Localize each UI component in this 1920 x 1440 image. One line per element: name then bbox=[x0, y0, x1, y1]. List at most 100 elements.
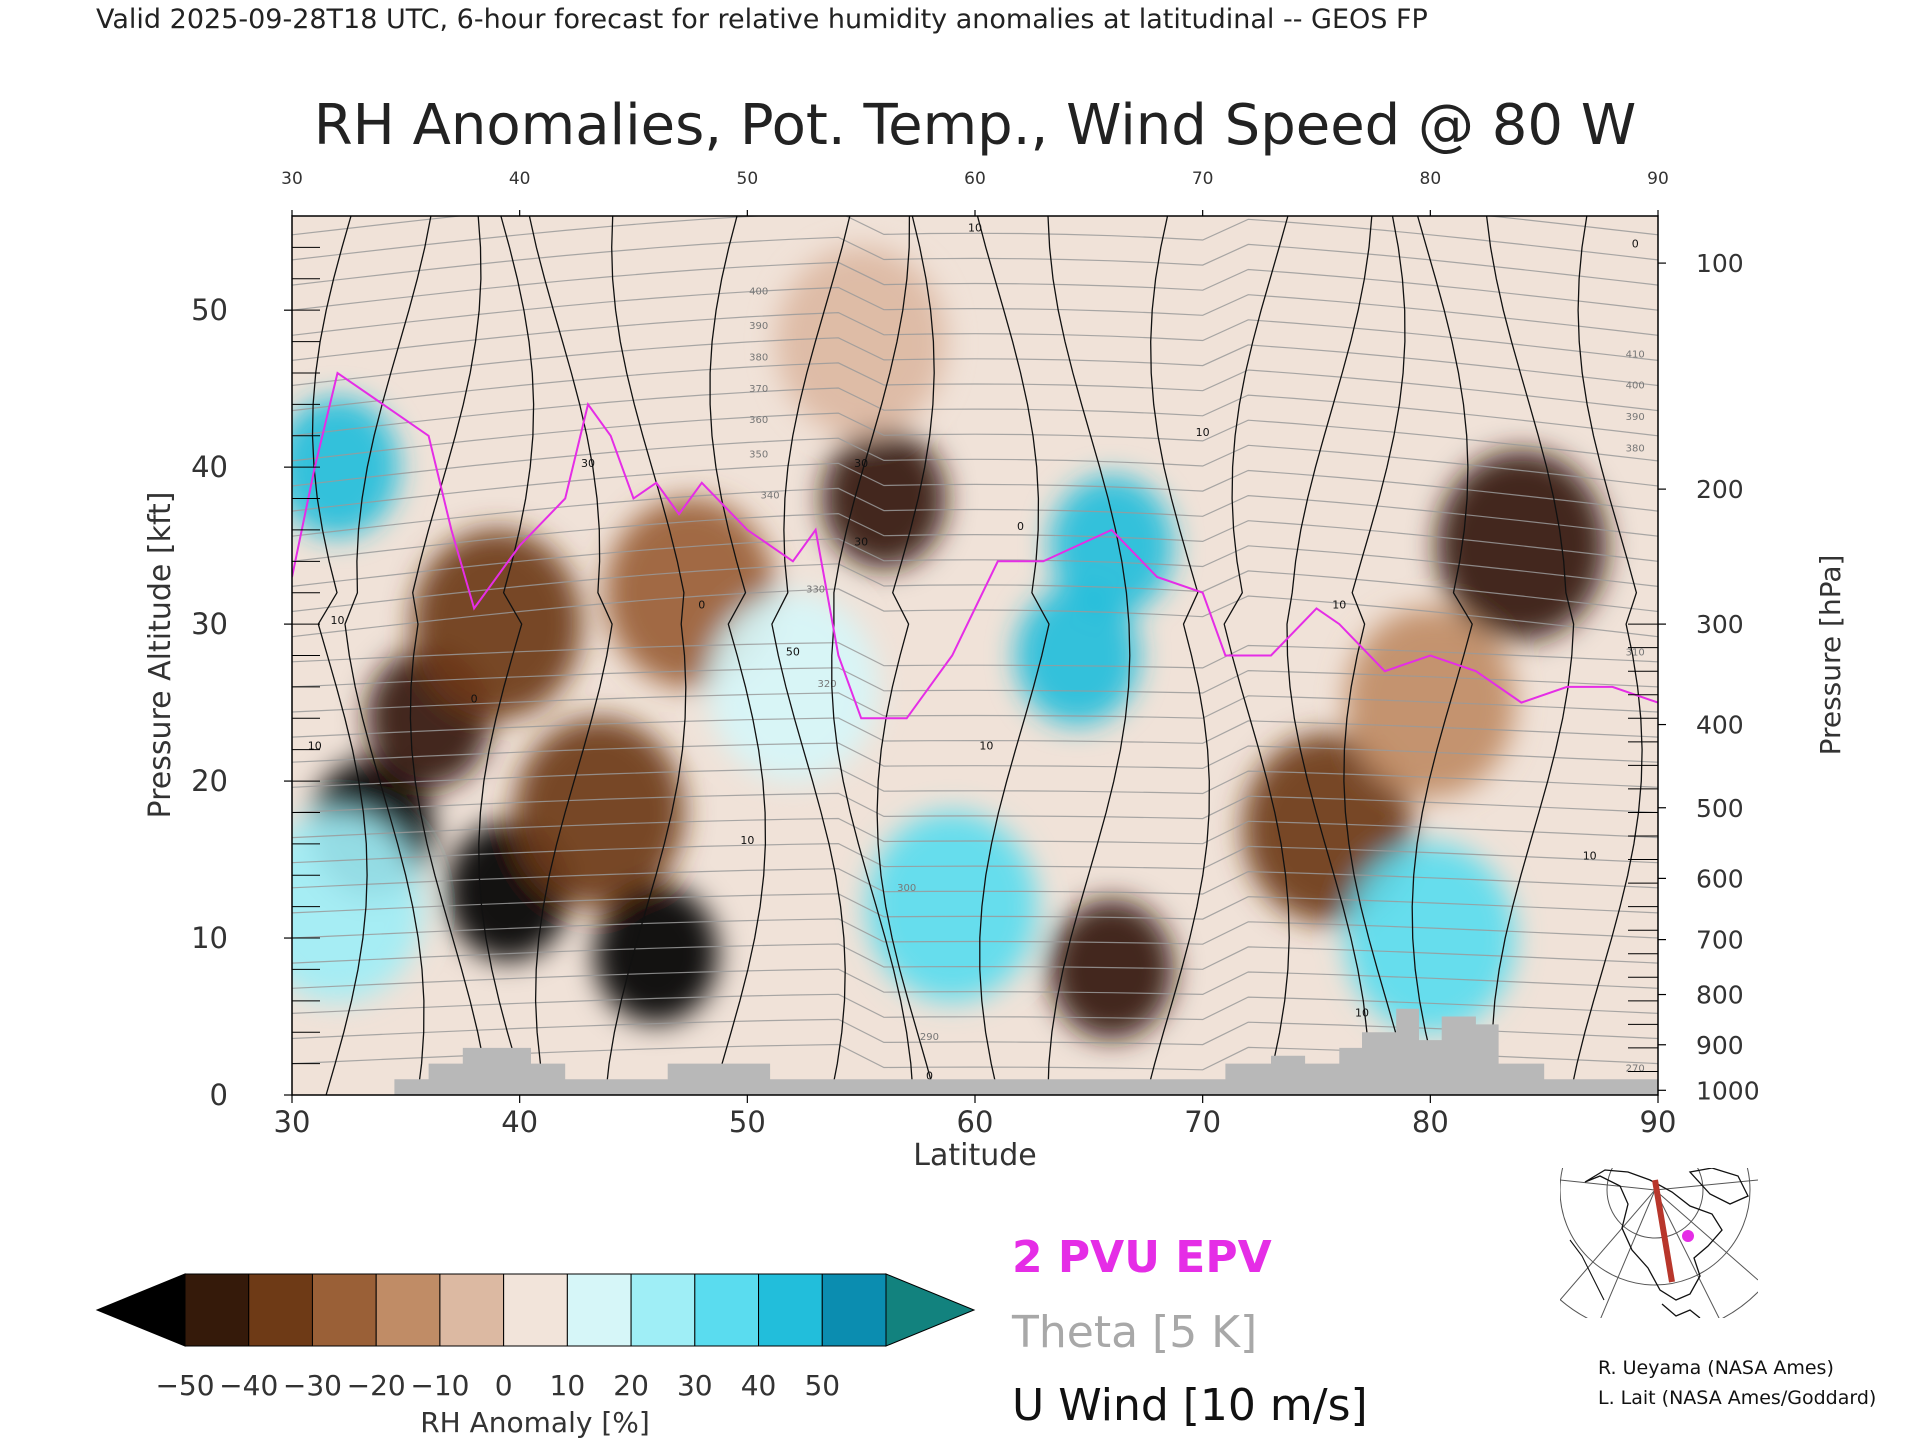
rh-anomaly-cell bbox=[1049, 475, 1174, 616]
colorbar-under-arrow bbox=[95, 1273, 186, 1347]
top-x-tick-label: 90 bbox=[1647, 169, 1669, 189]
rh-anomaly-cell bbox=[292, 811, 423, 1002]
colorbar-tick-label: 50 bbox=[804, 1369, 840, 1402]
wind-contour-line bbox=[709, 216, 767, 1095]
theta-contour-label: 390 bbox=[749, 321, 768, 332]
theta-contour-label: 400 bbox=[749, 286, 768, 297]
credit-line-2: L. Lait (NASA Ames/Goddard) bbox=[1598, 1387, 1876, 1409]
map-graticule bbox=[1606, 1168, 1704, 1239]
wind-contour-label: 10 bbox=[968, 222, 982, 235]
map-meridian bbox=[1600, 1189, 1656, 1318]
rh-anomaly-cell bbox=[776, 246, 947, 437]
theta-contour-label: 300 bbox=[897, 883, 916, 894]
plot-area: 4003903803703603503403303203002904104003… bbox=[291, 215, 1659, 1096]
theta-contour-line bbox=[292, 717, 1658, 744]
rh-anomaly-cell bbox=[1049, 899, 1174, 1040]
colorbar-label: RH Anomaly [%] bbox=[420, 1406, 650, 1439]
wind-contour-line bbox=[1145, 216, 1210, 1095]
y-tick-label-left: 50 bbox=[191, 293, 228, 327]
credit-line-1: R. Ueyama (NASA Ames) bbox=[1598, 1357, 1834, 1379]
colorbar-swatch bbox=[439, 1273, 505, 1347]
colorbar-swatch bbox=[311, 1273, 377, 1347]
theta-contour-line bbox=[292, 362, 1658, 412]
theta-contour-line bbox=[292, 216, 1658, 261]
wind-contour-line bbox=[1485, 216, 1575, 1095]
theta-contour-line bbox=[292, 412, 1658, 462]
wind-contour-label: 0 bbox=[1632, 237, 1639, 250]
theta-contour-line bbox=[292, 462, 1658, 512]
map-marker bbox=[1682, 1230, 1694, 1242]
colorbar-tick-label: −50 bbox=[155, 1369, 214, 1402]
wind-contour-label: 0 bbox=[1017, 520, 1024, 533]
theta-contour-line bbox=[292, 1018, 1658, 1046]
colorbar-swatch bbox=[630, 1273, 696, 1347]
theta-contour-label: 360 bbox=[749, 415, 768, 426]
wind-contour-line bbox=[1343, 216, 1413, 1095]
wind-contour-line bbox=[771, 216, 851, 1095]
epv-2pvu-contour bbox=[292, 371, 1658, 720]
theta-contour-line bbox=[292, 893, 1658, 920]
header-text: Valid 2025-09-28T18 UTC, 6-hour forecast… bbox=[96, 4, 1428, 35]
theta-contour-line bbox=[292, 487, 1658, 537]
wind-contour-line bbox=[1569, 216, 1643, 1095]
colorbar-swatch bbox=[694, 1273, 760, 1347]
rh-anomaly-cell bbox=[1345, 843, 1516, 1034]
theta-contour-line bbox=[292, 842, 1658, 870]
theta-contour-label: 370 bbox=[749, 384, 768, 395]
wind-contour-label: 10 bbox=[308, 740, 322, 753]
top-x-tick-label: 40 bbox=[509, 169, 531, 189]
wind-contour-label: 30 bbox=[854, 536, 868, 549]
theta-contour-line bbox=[292, 261, 1658, 311]
top-x-tick-label: 60 bbox=[964, 169, 986, 189]
y-tick-label-right: 200 bbox=[1696, 475, 1744, 504]
map-graticule bbox=[1560, 1168, 1751, 1286]
colorbar-tick-label: 40 bbox=[741, 1369, 777, 1402]
u-wind-contours: 1010010300103030500101001010100010 bbox=[308, 216, 1643, 1095]
wind-contour-line bbox=[478, 216, 535, 1095]
wind-contour-label: 10 bbox=[740, 834, 754, 847]
colorbar-swatch bbox=[566, 1273, 632, 1347]
colorbar-tick-label: −30 bbox=[283, 1369, 342, 1402]
y-tick-label-right: 400 bbox=[1696, 711, 1744, 740]
y-tick-label-right: 300 bbox=[1696, 610, 1744, 639]
wind-contour-label: 30 bbox=[581, 457, 595, 470]
wind-contour-label: 10 bbox=[1355, 1007, 1369, 1020]
legend-epv: 2 PVU EPV bbox=[1012, 1232, 1272, 1283]
wind-contour-label: 10 bbox=[1196, 426, 1210, 439]
x-tick-label: 50 bbox=[729, 1105, 766, 1139]
theta-contour-label: 380 bbox=[1626, 443, 1645, 454]
theta-contour-line bbox=[292, 311, 1658, 361]
y-axis-label-left: Pressure Altitude [kft] bbox=[143, 492, 178, 819]
wind-contour-line bbox=[1411, 216, 1473, 1095]
y-axis-label-right: Pressure [hPa] bbox=[1814, 555, 1847, 756]
theta-contour-label: 380 bbox=[749, 352, 768, 363]
legend-theta: Theta [5 K] bbox=[1011, 1307, 1257, 1358]
theta-contour-label: 270 bbox=[1626, 1063, 1645, 1074]
colorbar: −50 −40 −30 −20 −10 0 10 20 30 40 50 bbox=[95, 1273, 976, 1402]
map-meridian bbox=[1560, 1189, 1656, 1301]
colorbar-swatch bbox=[375, 1273, 441, 1347]
wind-contour-line bbox=[311, 216, 368, 1095]
wind-contour-line bbox=[344, 216, 432, 1095]
y-tick-label-left: 10 bbox=[191, 921, 228, 955]
y-tick-label-left: 40 bbox=[191, 450, 228, 484]
wind-contour-label: 30 bbox=[854, 457, 868, 470]
theta-contour-label: 340 bbox=[761, 491, 780, 502]
y-tick-label-right: 1000 bbox=[1696, 1076, 1760, 1105]
y-tick-label-right: 800 bbox=[1696, 981, 1744, 1010]
top-x-tick-label: 70 bbox=[1192, 169, 1214, 189]
top-x-tick-label: 30 bbox=[281, 169, 303, 189]
theta-contour-line bbox=[292, 642, 1658, 669]
theta-contour-label: 390 bbox=[1626, 412, 1645, 423]
map-meridian bbox=[1654, 1189, 1720, 1318]
map-meridian bbox=[1560, 1179, 1656, 1191]
wind-contour-line bbox=[1047, 216, 1131, 1095]
map-coastline bbox=[1688, 1168, 1749, 1205]
colorbar-tick-label: 0 bbox=[495, 1369, 513, 1402]
y-tick-label-right: 100 bbox=[1696, 249, 1744, 278]
theta-contour-line bbox=[292, 993, 1658, 1021]
theta-contour-line bbox=[292, 943, 1658, 970]
theta-contour-label: 400 bbox=[1626, 381, 1645, 392]
